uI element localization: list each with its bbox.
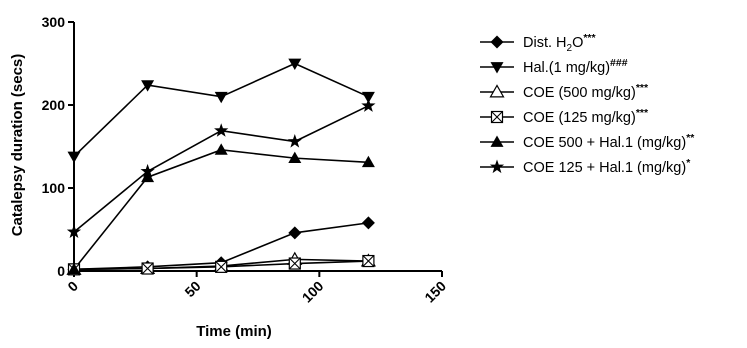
- x-tick-label: 50: [181, 278, 203, 300]
- data-point-s5-2: [141, 170, 155, 183]
- legend: Dist. H2O*** Hal.(1 mg/kg)### COE (500 mg/…: [480, 32, 695, 176]
- data-point-s2-2: [141, 80, 155, 92]
- data-point-s4-4: [288, 257, 301, 270]
- x-tick-label: 100: [299, 278, 327, 306]
- legend-item-4: COE (125 mg/kg)***: [480, 107, 649, 126]
- legend-item-1: Dist. H2O***: [480, 32, 597, 54]
- legend-label: COE 125 + Hal.1 (mg/kg)*: [523, 157, 691, 176]
- legend-label: COE (500 mg/kg)***: [523, 82, 649, 101]
- data-point-s4-5: [362, 254, 375, 268]
- legend-marker: [490, 135, 504, 147]
- legend-item-6: COE 125 + Hal.1 (mg/kg)*: [480, 157, 691, 176]
- data-point-s5-4: [288, 151, 302, 163]
- legend-marker: [490, 110, 504, 124]
- data-point-s5-3: [214, 143, 228, 155]
- y-tick-label: 0: [57, 263, 65, 279]
- legend-item-3: COE (500 mg/kg)***: [480, 82, 649, 101]
- series-markers: [66, 58, 376, 276]
- legend-marker: [490, 62, 504, 74]
- data-point-s2-5: [361, 91, 375, 104]
- data-point-s4-2: [141, 262, 154, 275]
- data-point-s2-4: [288, 58, 302, 70]
- data-point-s6-3: [214, 123, 229, 137]
- x-axis-title: Time (min): [196, 323, 272, 340]
- legend-marker: [489, 84, 505, 98]
- series-line-5: [73, 149, 369, 270]
- data-point-s4-3: [215, 260, 228, 273]
- data-point-s2-1: [67, 151, 81, 163]
- data-point-s6-4: [287, 134, 302, 148]
- data-point-s5-1: [67, 262, 81, 275]
- legend-label: COE 500 + Hal.1 (mg/kg)**: [523, 132, 695, 151]
- data-point-s1-4: [288, 226, 302, 240]
- y-axis-title: Catalepsy duration (secs): [9, 54, 26, 237]
- x-tick-label: 150: [421, 278, 449, 306]
- legend-label: Dist. H2O***: [523, 32, 597, 54]
- data-point-s6-2: [140, 163, 155, 178]
- x-tick-label: 0: [64, 278, 81, 295]
- y-tick-label: 300: [42, 14, 66, 30]
- legend-item-5: COE 500 + Hal.1 (mg/kg)**: [480, 132, 695, 151]
- legend-label: COE (125 mg/kg)***: [523, 107, 649, 126]
- y-tick-label: 100: [42, 180, 66, 196]
- legend-marker: [490, 35, 504, 49]
- data-point-s6-5: [361, 98, 376, 112]
- legend-label: Hal.(1 mg/kg)###: [523, 57, 628, 76]
- data-point-s6-1: [66, 224, 82, 239]
- y-tick-label: 200: [42, 97, 66, 113]
- data-point-s1-5: [361, 216, 375, 230]
- series-line-2: [73, 62, 369, 158]
- legend-marker: [489, 159, 505, 174]
- legend-item-2: Hal.(1 mg/kg)###: [480, 57, 628, 76]
- data-point-s2-3: [214, 91, 228, 104]
- axes: 0 100 200 300 0 50 100 150: [42, 14, 450, 306]
- data-point-s5-5: [361, 155, 375, 168]
